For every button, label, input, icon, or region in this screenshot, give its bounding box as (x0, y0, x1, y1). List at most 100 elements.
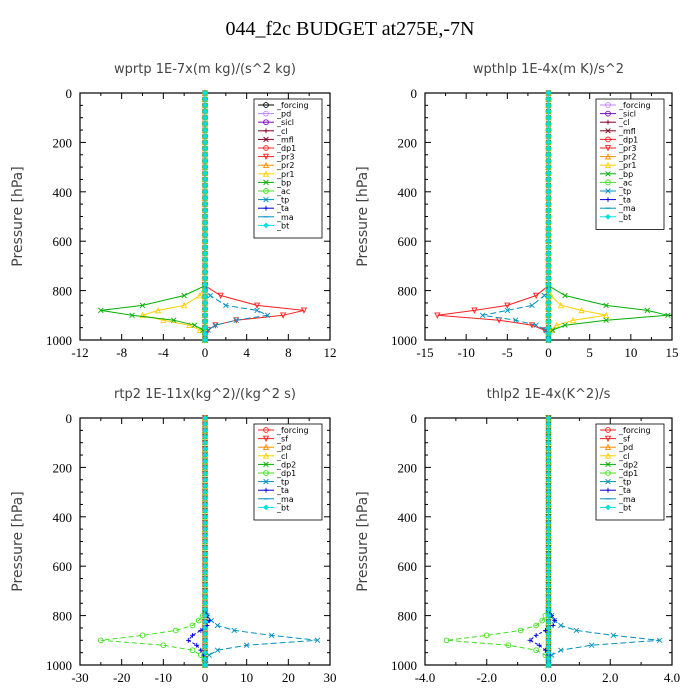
data-point (533, 622, 540, 629)
data-point (202, 300, 208, 306)
data-point (202, 226, 208, 232)
legend-label: _dp2 (276, 460, 296, 469)
data-point (553, 321, 560, 329)
chart-panel-2: wpthlp 1E-4x(m K)/s^2 Pressure [hPa] -15 -1… (355, 62, 679, 360)
legend-label: _forcing (276, 426, 309, 435)
data-point (202, 501, 208, 508)
data-point (202, 127, 208, 133)
legend-marker (262, 161, 270, 169)
x-tick-label: 15 (666, 345, 679, 360)
data-point (202, 182, 208, 189)
data-point (545, 164, 552, 170)
legend-marker (263, 145, 269, 151)
data-point (202, 151, 208, 158)
data-point (202, 195, 208, 201)
data-point (202, 600, 208, 607)
data-point (545, 306, 552, 312)
y-axis-label: Pressure [hPa] (355, 166, 371, 266)
data-point (202, 269, 208, 275)
series-dp1 (97, 418, 208, 668)
legend-marker (605, 427, 611, 433)
data-point (194, 642, 200, 648)
data-point (98, 307, 104, 314)
data-point (202, 331, 208, 337)
data-point (557, 302, 564, 309)
legend-label: _ta (276, 204, 289, 213)
legend-marker (605, 102, 611, 108)
data-point (545, 439, 552, 446)
legend-label: _pr3 (276, 153, 294, 162)
data-point (545, 656, 552, 662)
data-point (545, 594, 552, 600)
data-point (644, 307, 651, 314)
legend-label: _ma (618, 204, 636, 213)
data-point (202, 306, 208, 312)
series-bt (202, 90, 208, 343)
data-point (545, 618, 552, 625)
legend-marker (605, 171, 611, 177)
data-point (545, 102, 552, 109)
data-point (202, 275, 208, 282)
legend-label: _bp (618, 170, 633, 179)
data-point (536, 642, 542, 648)
data-point (202, 625, 208, 631)
data-point (545, 631, 552, 637)
series-bt (545, 90, 552, 343)
legend-marker (605, 461, 611, 468)
chart-panel-1: wprtp 1E-7x(m kg)/(s^2 kg) Pressure [hPa]… (10, 62, 337, 360)
data-point (545, 427, 552, 434)
data-point (202, 532, 208, 539)
data-point (202, 108, 208, 115)
series-pr3 (434, 93, 552, 344)
legend-label: _bt (618, 503, 631, 512)
data-point (545, 176, 552, 183)
legend-label: _tp (618, 478, 631, 487)
data-point (545, 201, 552, 207)
data-point (545, 538, 552, 545)
data-point (202, 464, 208, 471)
data-point (545, 195, 552, 201)
data-point (185, 637, 191, 643)
data-point (186, 321, 193, 329)
legend-marker (263, 478, 269, 485)
data-point (202, 538, 208, 545)
data-point (545, 300, 552, 306)
data-point (545, 612, 552, 619)
data-point (214, 622, 221, 629)
legend-label: _mfl (618, 127, 636, 136)
x-tick-label: 12 (324, 345, 337, 360)
data-point (202, 649, 208, 656)
data-point (552, 618, 558, 623)
data-point (558, 647, 564, 653)
legend-label: _mfl (276, 135, 294, 144)
data-point (545, 544, 552, 551)
data-point (202, 312, 208, 319)
legend-label: _forcing (618, 101, 651, 110)
data-point (160, 316, 167, 324)
y-tick-label: 200 (53, 460, 73, 475)
data-point (578, 306, 585, 314)
data-point (202, 439, 208, 446)
data-point (139, 302, 146, 309)
data-point (202, 575, 208, 582)
x-tick-label: 0 (202, 345, 209, 360)
data-point (545, 158, 552, 164)
data-point (562, 292, 568, 299)
legend-label: _ac (618, 178, 632, 187)
legend-marker (605, 188, 611, 194)
data-point (212, 322, 219, 329)
legend-marker (604, 153, 612, 160)
data-point (202, 145, 208, 152)
data-point (545, 287, 552, 294)
legend-label: _pd (276, 110, 291, 119)
data-point (545, 513, 552, 520)
data-point (504, 302, 511, 309)
data-point (202, 520, 208, 526)
data-point (545, 637, 552, 644)
data-point (202, 90, 208, 96)
legend: _forcing_sf_pd_cl_dp2_dp1_tp_ta_ma_bt (595, 423, 665, 521)
y-tick-label: 400 (398, 510, 418, 525)
x-tick-label: 8 (285, 345, 292, 360)
data-point (264, 312, 271, 319)
data-point (181, 292, 187, 299)
